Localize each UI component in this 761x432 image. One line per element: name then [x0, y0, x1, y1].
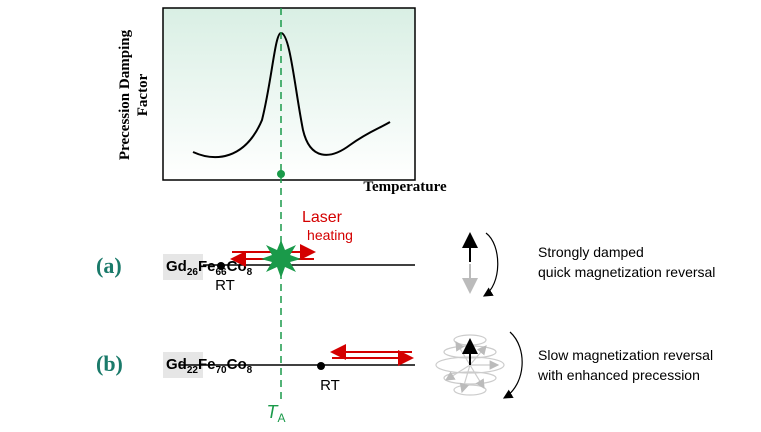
damping-curve [192, 31, 391, 159]
laser-label: Laser heating [302, 209, 353, 243]
plot-box [162, 7, 416, 181]
row-label: (b) [96, 351, 123, 376]
description: Slow magnetization reversal with enhanced… [537, 347, 713, 383]
laser-spot [261, 240, 301, 278]
rt-dot [317, 362, 325, 370]
rt-label: RT [320, 377, 340, 394]
reversal-arrow [482, 232, 499, 297]
precession-icon [435, 334, 505, 396]
x-axis-label: Temperature [363, 179, 447, 195]
ta-label: TA [266, 402, 285, 425]
rt-dot [217, 262, 225, 270]
row-label: (a) [96, 253, 122, 278]
rt-label: RT [215, 277, 235, 294]
y-axis-label: Precession Damping Factor [117, 29, 151, 160]
description: Strongly damped quick magnetization rever… [538, 244, 715, 280]
ta-dot [277, 170, 285, 178]
formula-box [163, 254, 203, 280]
reversal-arrow [502, 331, 523, 399]
